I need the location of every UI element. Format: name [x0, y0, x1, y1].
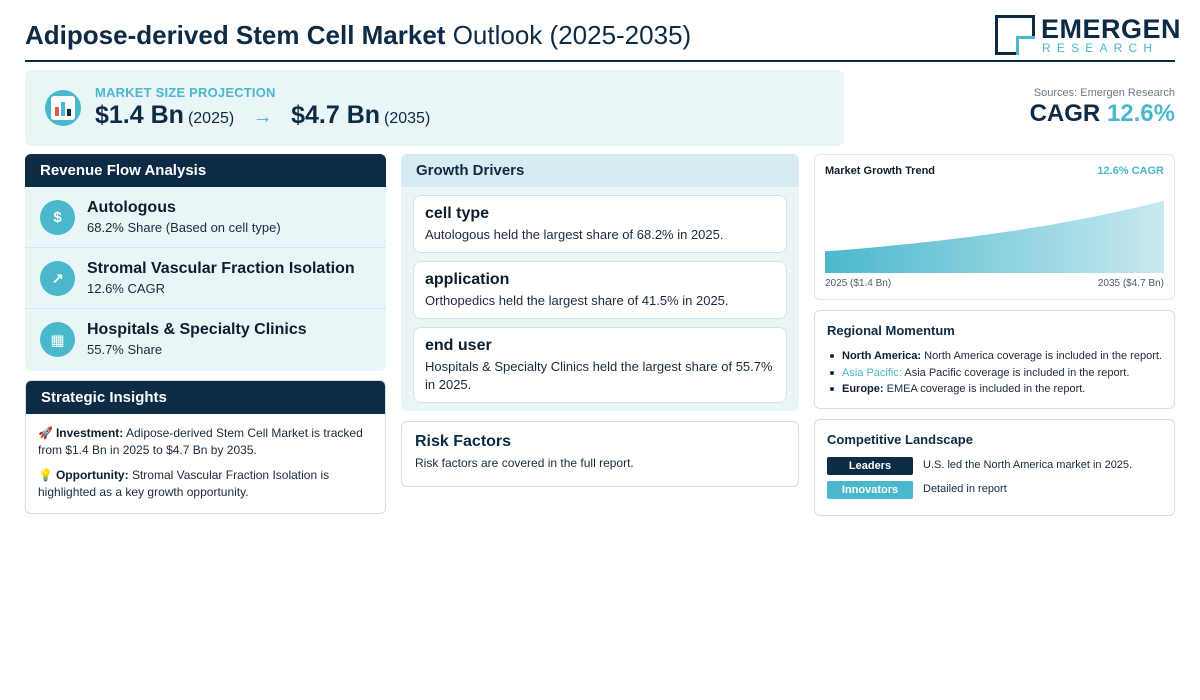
driver-text: Autologous held the largest share of 68.… [425, 227, 724, 242]
driver-title: end user [425, 337, 492, 354]
trend-start-label: 2025 ($1.4 Bn) [825, 278, 892, 289]
leaders-badge: Leaders [827, 457, 913, 475]
cagr-headline: CAGR 12.6% [1030, 100, 1175, 128]
region-text: Asia Pacific coverage is included in the… [904, 366, 1130, 379]
driver-text: Hospitals & Specialty Clinics held the l… [425, 359, 773, 392]
logo-name: EMERGEN [1041, 14, 1182, 44]
money-bag-icon: $ [40, 200, 75, 235]
strategic-insights-panel: Strategic Insights 🚀 Investment: Adipose-… [25, 380, 386, 514]
start-year: (2025) [187, 110, 235, 127]
projection-values: $1.4 Bn (2025) → $4.7 Bn (2035) [95, 101, 430, 130]
revenue-item-title: Autologous [87, 199, 176, 216]
growth-trend-area [825, 200, 1164, 273]
revenue-item-title: Hospitals & Specialty Clinics [87, 321, 307, 338]
regional-momentum-panel: Regional Momentum North America: North A… [814, 310, 1175, 409]
region-item-europe: Europe: EMEA coverage is included in the… [827, 381, 1162, 398]
brand-logo: EMERGEN RESEARCH [995, 14, 1181, 56]
trend-up-icon: ↗ [40, 261, 75, 296]
investment-text: Adipose-derived Stem Cell Market is trac… [38, 426, 363, 457]
opportunity-text: Stromal Vascular Fraction Isolation is h… [38, 468, 330, 499]
logo-sub: RESEARCH [1042, 41, 1159, 55]
projection-label: MARKET SIZE PROJECTION [95, 85, 276, 100]
cagr-label: CAGR [1029, 100, 1101, 127]
trend-end-label: 2035 ($4.7 Bn) [1097, 278, 1164, 289]
risk-factors-title: Risk Factors [415, 433, 512, 450]
investment-label: Investment: [55, 426, 124, 440]
opportunity-label: Opportunity: [55, 468, 129, 482]
revenue-flow-title: Revenue Flow Analysis [25, 154, 386, 187]
regional-momentum-title: Regional Momentum [827, 323, 955, 338]
end-value: $4.7 Bn [291, 101, 381, 129]
page-title: Adipose-derived Stem Cell Market Outlook… [25, 20, 691, 51]
growth-drivers-title: Growth Drivers [401, 154, 799, 187]
sources-text: Sources: Emergen Research [1033, 87, 1175, 99]
title-rest: Outlook (2025-2035) [452, 20, 692, 50]
region-name: Asia Pacific: [842, 366, 902, 379]
region-item-north-america: North America: North America coverage is… [827, 348, 1162, 365]
page-header: Adipose-derived Stem Cell Market Outlook… [25, 10, 1181, 62]
driver-title: cell type [425, 205, 490, 222]
hospital-icon: ▦ [40, 322, 75, 357]
revenue-item-sub: 68.2% Share (Based on cell type) [87, 220, 281, 235]
region-name: Europe: [842, 383, 884, 395]
competitor-text: U.S. led the North America market in 202… [923, 459, 1133, 471]
cagr-summary: Sources: Emergen Research CAGR 12.6% [1030, 87, 1175, 128]
growth-trend-panel: Market Growth Trend 12.6% CAGR 2025 ($1.… [814, 154, 1175, 300]
end-year: (2035) [384, 110, 431, 127]
title-bold: Adipose-derived Stem Cell Market [25, 20, 446, 50]
growth-trend-cagr: 12.6% CAGR [1097, 165, 1164, 177]
opportunity-insight: 💡 Opportunity: Stromal Vascular Fraction … [38, 467, 373, 501]
rocket-icon: 🚀 [38, 426, 53, 440]
region-text: EMEA coverage is included in the report. [886, 383, 1086, 395]
driver-card-application: application Orthopedics held the largest… [413, 261, 787, 319]
driver-title: application [425, 271, 510, 288]
start-value: $1.4 Bn [95, 101, 184, 129]
competitor-row-leaders: Leaders U.S. led the North America marke… [827, 457, 1162, 475]
revenue-flow-panel: Revenue Flow Analysis $ Autologous 68.2%… [25, 154, 386, 371]
market-size-banner: MARKET SIZE PROJECTION $1.4 Bn (2025) → $… [25, 70, 844, 146]
revenue-item-autologous: $ Autologous 68.2% Share (Based on cell … [25, 187, 386, 248]
risk-factors-text: Risk factors are covered in the full rep… [415, 456, 634, 470]
logo-mark-icon [995, 15, 1035, 55]
growth-trend-title: Market Growth Trend [825, 165, 936, 177]
driver-card-end-user: end user Hospitals & Specialty Clinics h… [413, 327, 787, 403]
revenue-item-sub: 12.6% CAGR [87, 281, 166, 296]
risk-factors-panel: Risk Factors Risk factors are covered in… [401, 421, 799, 487]
revenue-item-title: Stromal Vascular Fraction Isolation [87, 260, 355, 277]
investment-insight: 🚀 Investment: Adipose-derived Stem Cell M… [38, 425, 373, 459]
growth-drivers-panel: Growth Drivers cell type Autologous held… [401, 154, 799, 411]
chart-icon [45, 90, 81, 126]
growth-trend-chart [825, 200, 1164, 273]
cagr-value: 12.6% [1106, 100, 1175, 127]
revenue-item-hospitals: ▦ Hospitals & Specialty Clinics 55.7% Sh… [25, 309, 386, 370]
region-item-asia-pacific: Asia Pacific: Asia Pacific coverage is i… [827, 365, 1162, 382]
lightbulb-icon: 💡 [38, 468, 53, 482]
competitive-landscape-panel: Competitive Landscape Leaders U.S. led t… [814, 419, 1175, 516]
competitive-landscape-title: Competitive Landscape [827, 432, 973, 447]
strategic-insights-title: Strategic Insights [26, 381, 385, 414]
competitor-row-innovators: Innovators Detailed in report [827, 481, 1162, 499]
driver-text: Orthopedics held the largest share of 41… [425, 293, 729, 308]
region-text: North America coverage is included in th… [924, 350, 1162, 362]
competitor-text: Detailed in report [923, 483, 1007, 495]
region-name: North America: [842, 350, 922, 362]
revenue-item-sub: 55.7% Share [87, 342, 163, 357]
arrow-right-icon: → [252, 106, 273, 128]
driver-card-cell-type: cell type Autologous held the largest sh… [413, 195, 787, 253]
revenue-item-svf-isolation: ↗ Stromal Vascular Fraction Isolation 12… [25, 248, 386, 309]
innovators-badge: Innovators [827, 481, 913, 499]
